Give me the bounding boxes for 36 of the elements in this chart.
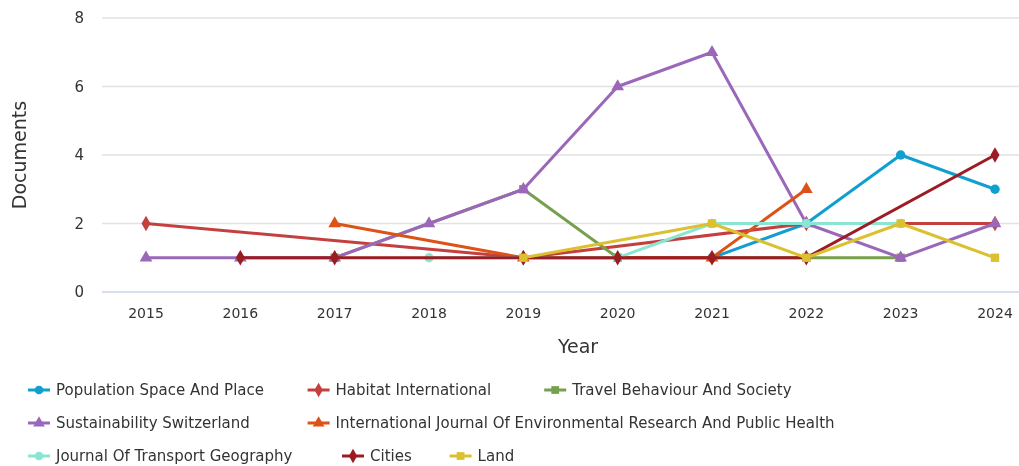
point xyxy=(705,44,719,56)
legend-label: Cities xyxy=(370,447,412,466)
y-tick-label: 6 xyxy=(74,77,84,96)
x-tick-label: 2017 xyxy=(316,305,353,321)
y-tick-label: 2 xyxy=(74,214,84,233)
legend-label: Population Space And Place xyxy=(56,381,264,400)
x-tick-label: 2019 xyxy=(505,305,542,321)
legend-label: Land xyxy=(477,447,515,466)
x-tick-label: 2016 xyxy=(222,305,259,321)
point xyxy=(990,253,1000,262)
y-tick-label: 4 xyxy=(74,146,84,165)
y-tick-label: 8 xyxy=(74,9,84,28)
point xyxy=(139,250,153,262)
point xyxy=(988,216,1002,228)
y-tick-label: 0 xyxy=(74,283,84,302)
point xyxy=(422,216,436,228)
x-tick-label: 2023 xyxy=(882,305,919,321)
point xyxy=(990,184,1000,194)
legend-label: Travel Behaviour And Society xyxy=(571,381,792,400)
x-tick-label: 2021 xyxy=(694,305,730,321)
point xyxy=(895,150,906,160)
legend-label: International Journal Of Environmental Research And Public Health xyxy=(335,414,835,433)
x-tick-label: 2020 xyxy=(599,305,636,321)
point xyxy=(328,216,342,228)
legend-label: Habitat International xyxy=(335,381,492,400)
x-tick-label: 2022 xyxy=(788,305,825,321)
point xyxy=(799,181,813,193)
x-tick-label: 2024 xyxy=(977,305,1013,321)
point xyxy=(611,79,625,91)
legend-label: Sustainability Switzerland xyxy=(56,414,250,433)
y-axis-title: Documents xyxy=(8,100,30,210)
point xyxy=(516,181,530,193)
x-axis-title: Year xyxy=(556,335,599,357)
x-tick-label: 2018 xyxy=(411,305,447,321)
legend-label: Journal Of Transport Geography xyxy=(55,447,293,466)
x-tick-label: 2015 xyxy=(128,305,164,321)
